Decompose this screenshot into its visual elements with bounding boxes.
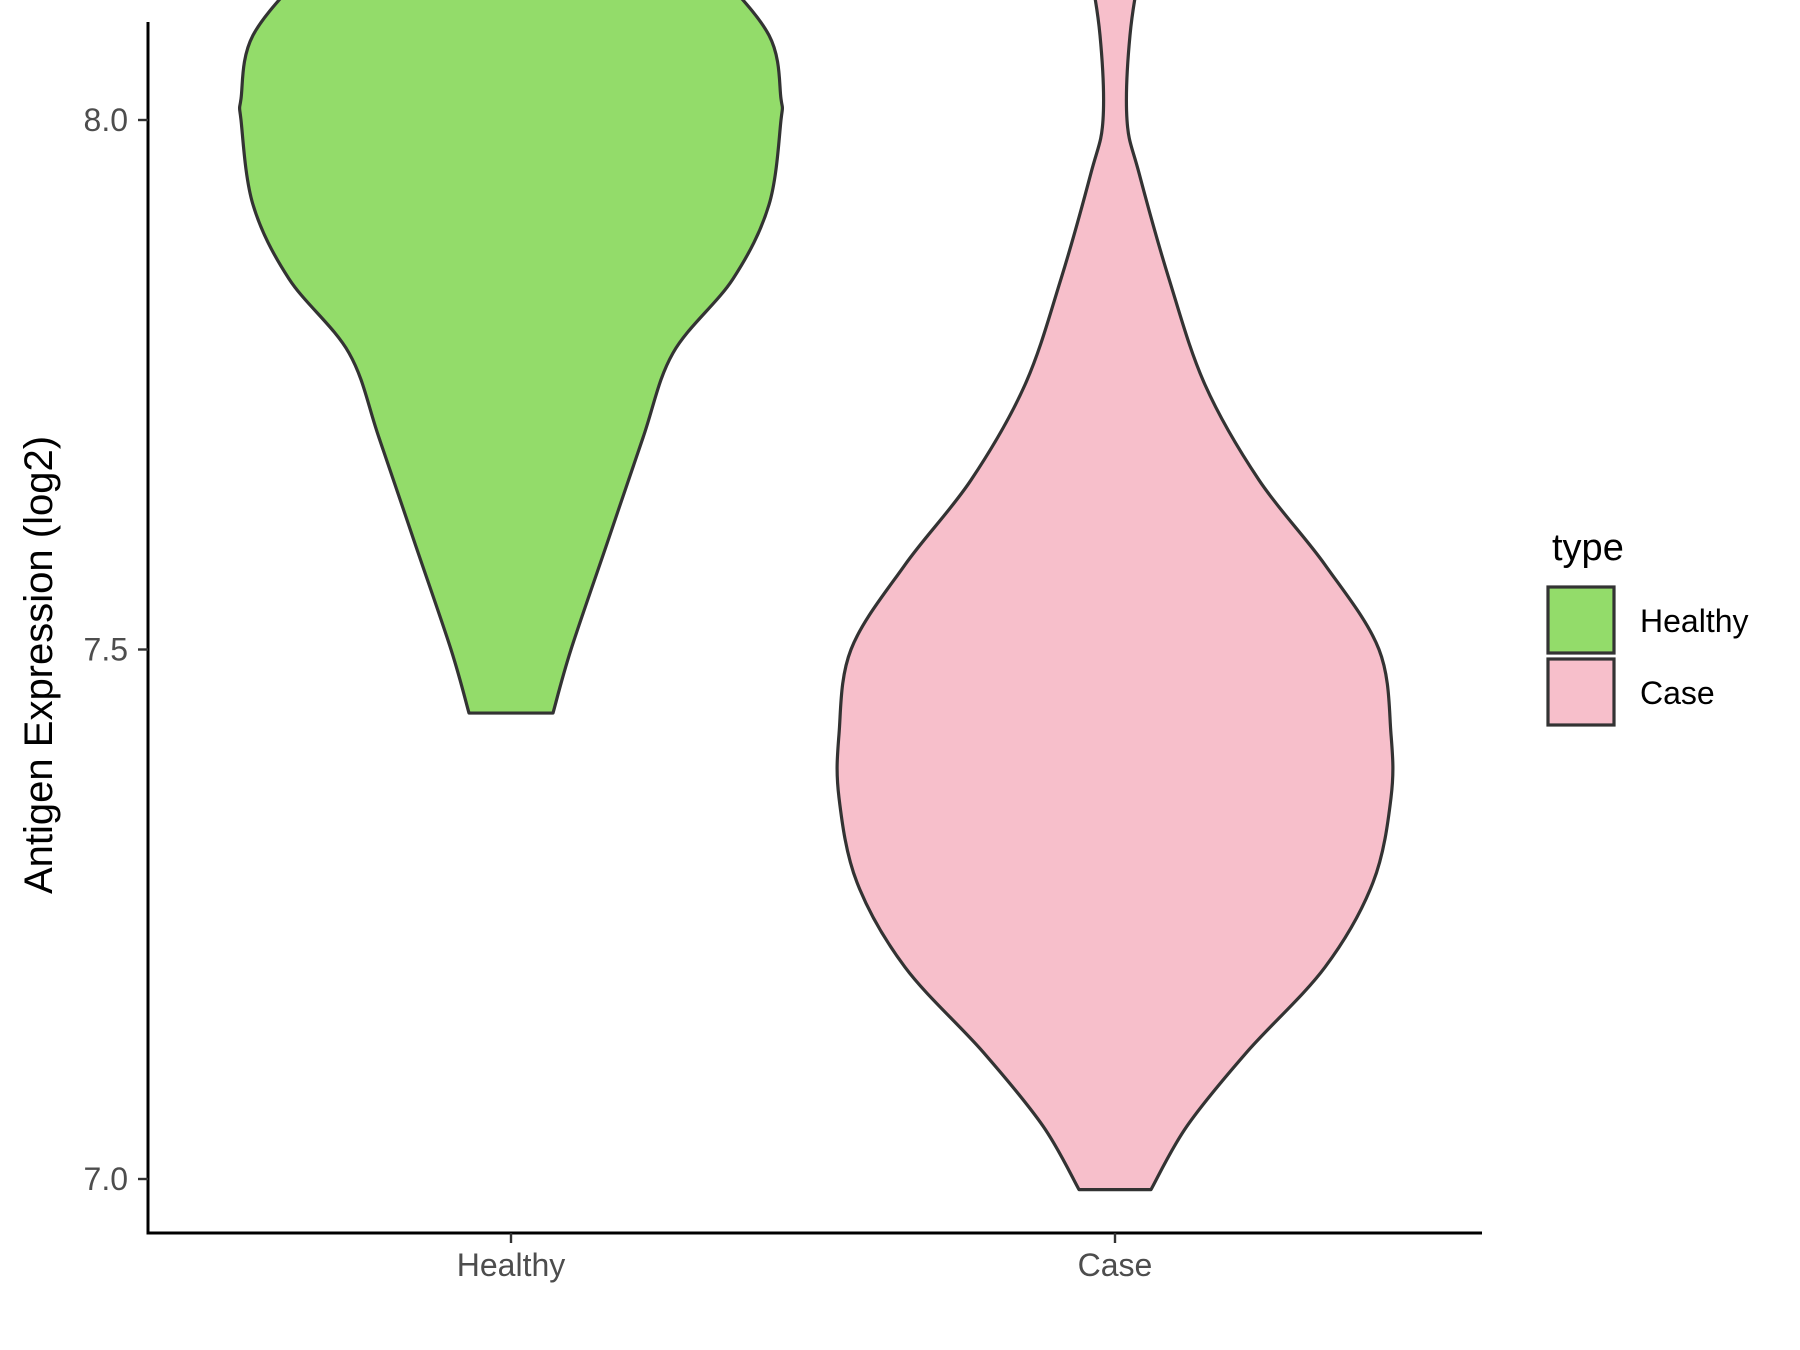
legend-key-healthy <box>1546 585 1616 655</box>
legend-title: type <box>1552 527 1624 569</box>
x-tick-label: Case <box>1078 1247 1153 1283</box>
legend-entries: Healthy Case <box>1546 585 1749 727</box>
x-tick-label: Healthy <box>457 1247 566 1283</box>
y-ticks: 7.07.58.08.59.0 <box>84 102 148 1197</box>
legend: type Healthy Case <box>1546 527 1749 727</box>
legend-label: Case <box>1640 675 1715 711</box>
x-ticks: Healthy Case <box>457 1233 1153 1283</box>
violin-case <box>835 0 1395 1192</box>
violin-healthy <box>237 0 785 715</box>
legend-key-case <box>1546 657 1616 727</box>
legend-label: Healthy <box>1640 603 1749 639</box>
y-tick-label: 8.0 <box>84 102 128 138</box>
y-tick-label: 7.5 <box>84 632 128 668</box>
violin-layer <box>237 0 1395 1192</box>
y-axis-title: Antigen Expression (log2) <box>17 436 61 894</box>
y-tick-label: 7.0 <box>84 1161 128 1197</box>
